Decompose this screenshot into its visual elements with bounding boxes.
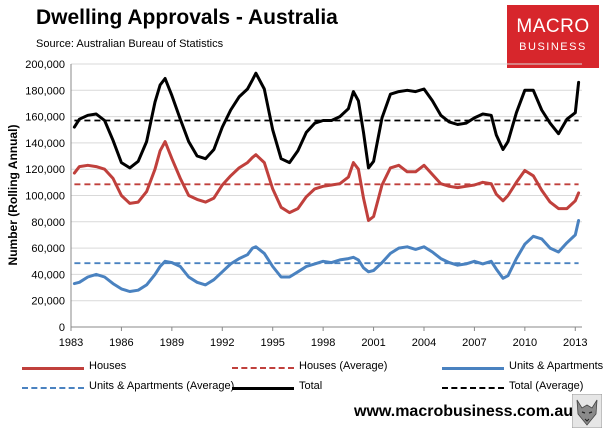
series-lines xyxy=(72,71,581,293)
x-tick-label: 2010 xyxy=(513,337,537,349)
legend-swatch xyxy=(232,367,294,369)
y-tick-label: 40,000 xyxy=(31,269,65,281)
legend-swatch xyxy=(232,387,294,390)
x-tick-label: 2013 xyxy=(563,337,587,349)
y-tick-label: 140,000 xyxy=(25,138,65,150)
axes xyxy=(70,64,582,328)
legend-label: Total xyxy=(299,380,323,392)
y-tick-label: 200,000 xyxy=(25,59,65,71)
legend-swatch xyxy=(22,387,84,389)
y-tick-label: 0 xyxy=(59,322,65,334)
wolf-icon xyxy=(572,394,602,428)
logo-line-2: BUSINESS xyxy=(519,41,587,53)
x-tick-label: 1992 xyxy=(210,337,234,349)
footer-url[interactable]: www.macrobusiness.com.au xyxy=(354,403,574,420)
x-tick-label: 1989 xyxy=(160,337,184,349)
y-axis-ticks: 0 20,000 40,000 60,000 80,000 100,000 120,000 1… xyxy=(25,59,65,334)
macrobusiness-logo: MACRO BUSINESS xyxy=(507,5,599,68)
x-tick-label: 1986 xyxy=(109,337,133,349)
legend-label: Units & Apartments (Average) xyxy=(89,380,235,392)
logo-line-1: MACRO xyxy=(516,16,590,37)
x-tick-label: 2007 xyxy=(462,337,486,349)
y-tick-label: 120,000 xyxy=(25,164,65,176)
chart-title: Dwelling Approvals - Australia xyxy=(36,6,338,29)
series-line-units-apartments xyxy=(72,219,581,293)
x-tick-label: 1995 xyxy=(260,337,284,349)
series-line-total xyxy=(72,71,581,170)
x-tick-label: 1998 xyxy=(311,337,335,349)
legend-label: Houses (Average) xyxy=(299,360,388,372)
legend-label: Houses xyxy=(89,360,127,372)
chart-subtitle: Source: Australian Bureau of Statistics xyxy=(36,38,224,50)
y-tick-label: 180,000 xyxy=(25,85,65,97)
x-tick-label: 1983 xyxy=(59,337,83,349)
legend-label: Total (Average) xyxy=(509,380,584,392)
x-tick-label: 2001 xyxy=(361,337,385,349)
y-tick-label: 60,000 xyxy=(31,243,65,255)
legend-swatch xyxy=(442,387,504,389)
x-tick-label: 2004 xyxy=(412,337,436,349)
y-tick-label: 20,000 xyxy=(31,296,65,308)
series-line-houses xyxy=(72,140,581,222)
y-tick-label: 100,000 xyxy=(25,191,65,203)
legend-swatch xyxy=(442,367,504,370)
legend-swatch xyxy=(22,367,84,370)
y-tick-label: 80,000 xyxy=(31,217,65,229)
gridlines xyxy=(71,63,582,328)
y-tick-label: 160,000 xyxy=(25,112,65,124)
legend-label: Units & Apartments xyxy=(509,360,604,372)
y-axis-label: Number (Rolling Annual) xyxy=(6,125,20,266)
x-axis-ticks: 1983 1986 1989 1992 1995 1998 2001 2004 2007 2010… xyxy=(59,327,588,349)
